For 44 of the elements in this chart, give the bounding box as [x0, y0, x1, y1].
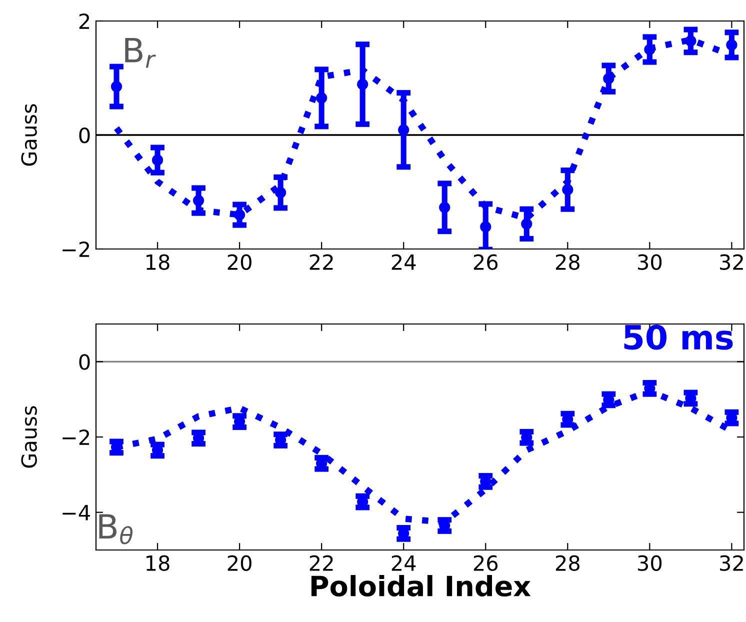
annotation: B$_{r}$	[125, 38, 156, 68]
x-tick-label: 32	[720, 555, 743, 571]
y-tick-label: 2	[79, 13, 90, 29]
x-tick-label: 24	[392, 555, 416, 571]
x-axis-title: Poloidal Index	[311, 575, 531, 597]
annotation: 50 ms	[624, 324, 733, 350]
point	[644, 44, 656, 56]
point	[152, 154, 164, 166]
x-tick-label: 20	[228, 254, 252, 270]
point	[316, 92, 328, 104]
point	[480, 221, 492, 232]
x-tick-label: 32	[720, 254, 743, 270]
point	[603, 73, 614, 84]
y-tick-label: −4	[62, 505, 90, 520]
point	[357, 78, 368, 90]
point	[562, 184, 574, 196]
point	[110, 80, 122, 92]
point	[275, 187, 286, 198]
point	[398, 124, 410, 136]
y-axis-title: Gauss	[21, 104, 37, 166]
point	[192, 194, 204, 206]
point	[439, 202, 450, 213]
x-tick-label: 26	[474, 254, 498, 270]
x-tick-label: 22	[310, 254, 333, 270]
point	[234, 209, 246, 220]
point	[685, 35, 696, 47]
annotation: B$_{θ}$	[99, 514, 133, 544]
x-tick-label: 24	[392, 254, 416, 270]
x-tick-label: 30	[638, 254, 662, 270]
x-tick-label: 18	[146, 555, 170, 571]
x-tick-label: 26	[474, 555, 498, 571]
y-tick-label: −2	[62, 241, 90, 257]
y-tick-label: −2	[62, 429, 90, 445]
x-tick-label: 28	[556, 555, 580, 571]
y-tick-label: 0	[79, 127, 90, 144]
y-axis-title: Gauss	[21, 406, 37, 468]
x-tick-label: 28	[556, 254, 580, 270]
x-tick-label: 22	[310, 555, 333, 571]
y-tick-label: 0	[79, 354, 90, 370]
x-tick-label: 18	[146, 254, 170, 270]
x-tick-label: 20	[228, 555, 252, 571]
x-tick-label: 30	[638, 555, 662, 571]
point	[726, 39, 738, 50]
point	[521, 218, 532, 230]
